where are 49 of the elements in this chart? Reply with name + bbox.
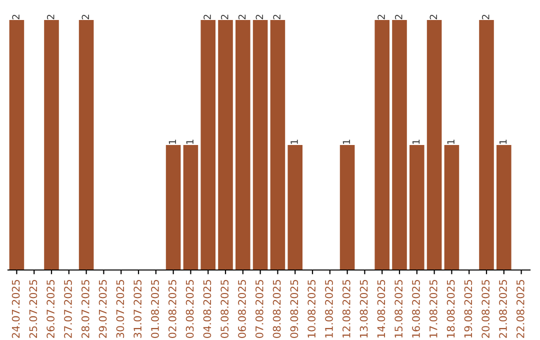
data-label: 1 bbox=[447, 140, 454, 144]
x-tick-label: 28.07.2025 bbox=[81, 280, 90, 338]
data-label: 2 bbox=[46, 14, 54, 20]
x-tick-label: 20.08.2025 bbox=[482, 280, 490, 338]
data-label: 2 bbox=[256, 14, 263, 20]
x-tick-label: 31.07.2025 bbox=[134, 280, 142, 338]
data-label: 1 bbox=[186, 140, 194, 144]
data-label: 2 bbox=[238, 14, 246, 20]
data-label: 1 bbox=[412, 140, 420, 144]
x-tick-label: 16.08.2025 bbox=[412, 280, 420, 338]
x-tick-label: 17.08.2025 bbox=[429, 280, 438, 338]
x-tick-label: 09.08.2025 bbox=[290, 280, 298, 338]
x-tick-label: 27.07.2025 bbox=[64, 280, 72, 338]
x-tick-label: 25.07.2025 bbox=[29, 280, 38, 338]
x-tick-label: 04.08.2025 bbox=[203, 280, 212, 338]
x-tick-label: 29.07.2025 bbox=[98, 280, 107, 338]
x-tick-label: 07.08.2025 bbox=[255, 280, 264, 338]
data-label: 2 bbox=[204, 14, 211, 20]
x-tick-label: 11.08.2025 bbox=[325, 280, 333, 338]
data-label: 1 bbox=[168, 140, 176, 144]
data-label: 2 bbox=[394, 14, 402, 20]
x-tick-label: 05.08.2025 bbox=[220, 280, 229, 338]
data-label: 2 bbox=[12, 14, 20, 20]
data-label: 1 bbox=[342, 140, 350, 144]
x-tick-label: 26.07.2025 bbox=[46, 280, 55, 338]
x-tick-label: 03.08.2025 bbox=[186, 280, 194, 338]
data-label: 2 bbox=[220, 14, 228, 20]
data-label: 1 bbox=[290, 140, 298, 144]
data-label: 2 bbox=[430, 14, 437, 20]
data-label: 2 bbox=[482, 14, 490, 20]
x-tick-label: 18.08.2025 bbox=[446, 280, 455, 338]
x-tick-label: 01.08.2025 bbox=[151, 280, 159, 338]
x-tick-label: 30.07.2025 bbox=[116, 280, 124, 338]
x-tick-label: 22.08.2025 bbox=[516, 280, 524, 338]
x-tick-label: 12.08.2025 bbox=[342, 280, 350, 338]
x-tick-label: 13.08.2025 bbox=[360, 280, 368, 338]
x-tick-label: 21.08.2025 bbox=[499, 280, 507, 338]
x-tick-label: 10.08.2025 bbox=[308, 280, 316, 338]
data-label: 1 bbox=[499, 140, 507, 144]
x-tick-label: 19.08.2025 bbox=[464, 280, 472, 338]
x-tick-label: 08.08.2025 bbox=[272, 280, 281, 338]
x-tick-label: 06.08.2025 bbox=[238, 280, 246, 338]
x-tick-label: 24.07.2025 bbox=[12, 280, 20, 338]
x-tick-label: 02.08.2025 bbox=[168, 280, 176, 338]
x-tick-label: 15.08.2025 bbox=[394, 280, 403, 338]
data-label: 2 bbox=[378, 14, 385, 20]
data-label: 2 bbox=[273, 14, 280, 20]
x-tick-label: 14.08.2025 bbox=[377, 280, 386, 338]
data-label: 2 bbox=[82, 14, 89, 20]
